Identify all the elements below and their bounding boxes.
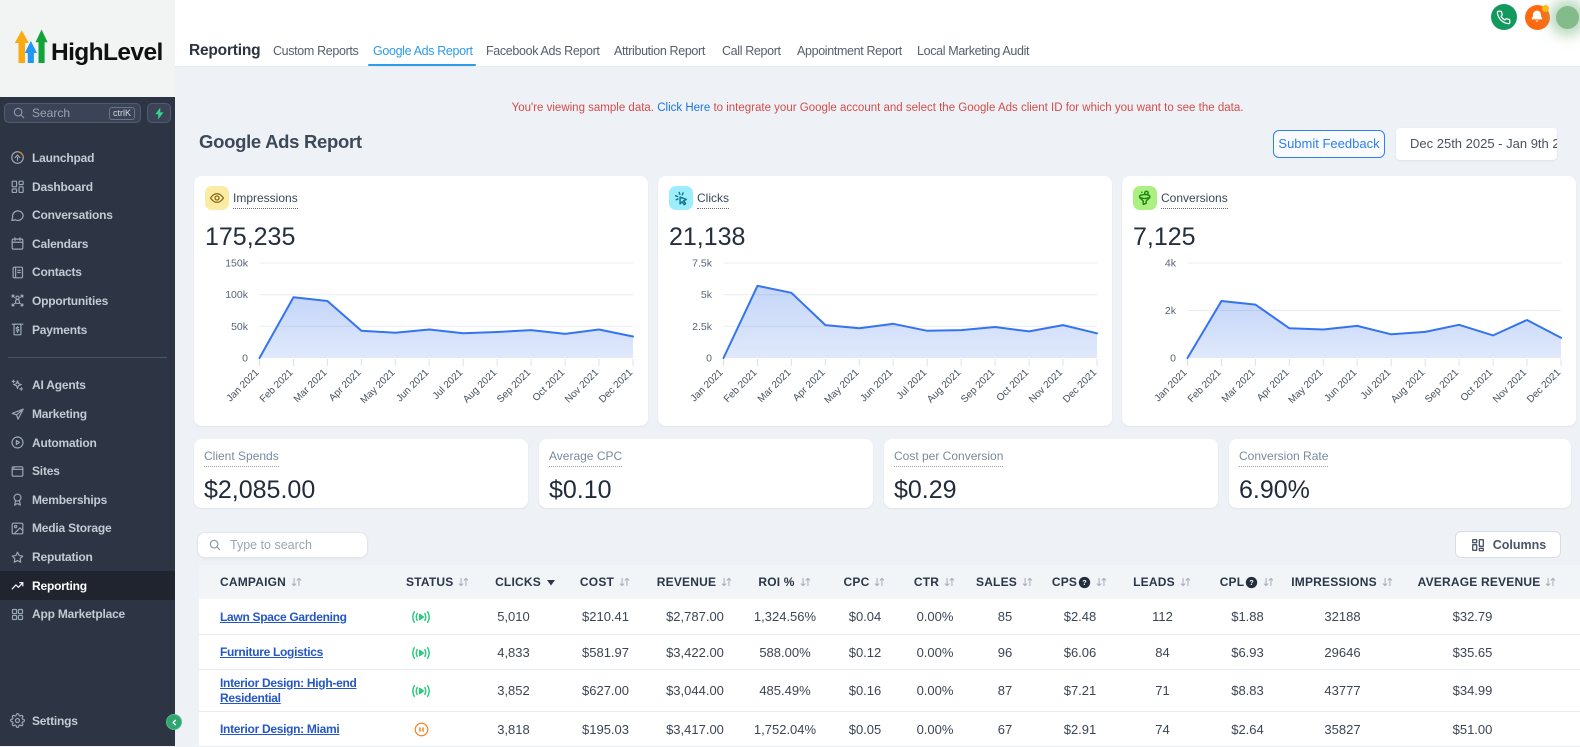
svg-text:Dec 2021: Dec 2021 [597, 367, 635, 405]
svg-text:Jan 2021: Jan 2021 [1153, 367, 1190, 404]
svg-text:Oct 2021: Oct 2021 [995, 367, 1032, 404]
svg-text:Sep 2021: Sep 2021 [959, 367, 997, 405]
svg-text:Nov 2021: Nov 2021 [1027, 367, 1065, 405]
svg-text:Dec 2021: Dec 2021 [1525, 367, 1563, 405]
svg-text:0: 0 [242, 353, 248, 365]
svg-text:Feb 2021: Feb 2021 [1186, 367, 1224, 405]
svg-text:Jun 2021: Jun 2021 [1322, 367, 1359, 404]
svg-text:Aug 2021: Aug 2021 [925, 367, 963, 405]
svg-text:Jun 2021: Jun 2021 [394, 367, 431, 404]
svg-text:100k: 100k [225, 289, 249, 301]
svg-text:2k: 2k [1165, 305, 1177, 317]
svg-text:150k: 150k [225, 258, 249, 270]
svg-text:Nov 2021: Nov 2021 [563, 367, 601, 405]
svg-text:Feb 2021: Feb 2021 [722, 367, 760, 405]
svg-text:Sep 2021: Sep 2021 [495, 367, 533, 405]
svg-text:Aug 2021: Aug 2021 [1389, 367, 1427, 405]
svg-text:0: 0 [706, 353, 712, 365]
svg-text:Mar 2021: Mar 2021 [292, 367, 330, 405]
svg-text:May 2021: May 2021 [359, 367, 398, 406]
svg-text:Oct 2021: Oct 2021 [531, 367, 568, 404]
svg-text:0: 0 [1170, 353, 1176, 365]
svg-text:?: ? [1082, 577, 1087, 586]
svg-text:Feb 2021: Feb 2021 [258, 367, 296, 405]
svg-text:HighLevel: HighLevel [51, 39, 163, 66]
svg-text:Jan 2021: Jan 2021 [225, 367, 262, 404]
svg-text:Jul 2021: Jul 2021 [895, 367, 930, 402]
svg-text:?: ? [1250, 577, 1255, 586]
svg-text:Jul 2021: Jul 2021 [1359, 367, 1394, 402]
svg-text:Jan 2021: Jan 2021 [689, 367, 726, 404]
svg-text:Jul 2021: Jul 2021 [431, 367, 466, 402]
svg-text:Mar 2021: Mar 2021 [756, 367, 794, 405]
svg-text:Jun 2021: Jun 2021 [858, 367, 895, 404]
svg-text:2.5k: 2.5k [692, 321, 713, 333]
svg-text:Nov 2021: Nov 2021 [1491, 367, 1529, 405]
svg-text:Mar 2021: Mar 2021 [1220, 367, 1258, 405]
svg-text:Dec 2021: Dec 2021 [1061, 367, 1099, 405]
svg-text:50k: 50k [231, 321, 249, 333]
svg-text:7.5k: 7.5k [692, 258, 713, 270]
svg-text:5k: 5k [701, 289, 713, 301]
svg-text:Oct 2021: Oct 2021 [1459, 367, 1496, 404]
svg-text:May 2021: May 2021 [1287, 367, 1326, 406]
svg-text:Sep 2021: Sep 2021 [1423, 367, 1461, 405]
svg-text:Aug 2021: Aug 2021 [461, 367, 499, 405]
svg-text:4k: 4k [1165, 258, 1177, 270]
svg-text:May 2021: May 2021 [823, 367, 862, 406]
